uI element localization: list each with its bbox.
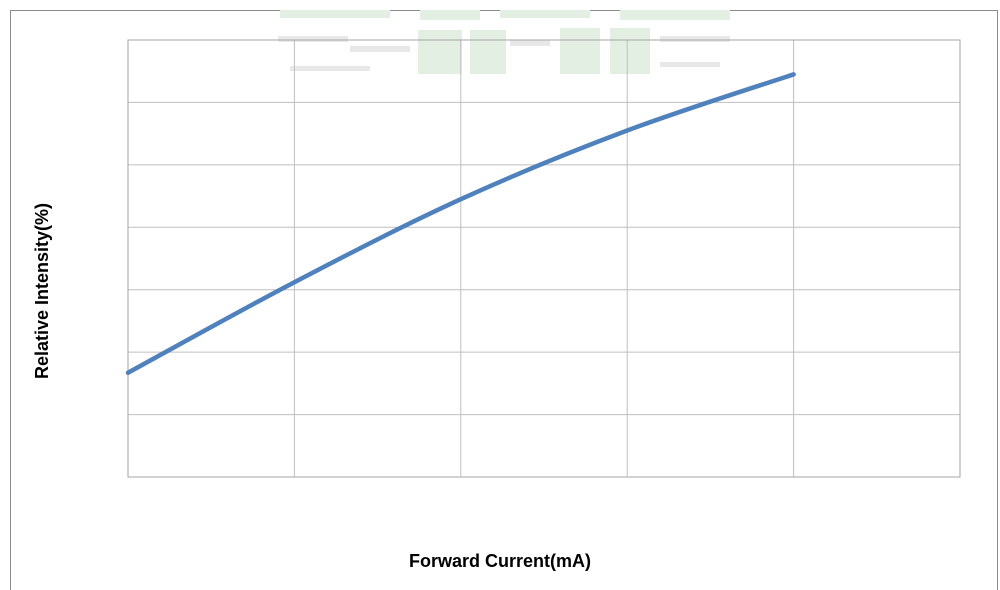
x-axis-label: Forward Current(mA) xyxy=(409,551,591,571)
watermark-logo xyxy=(278,10,730,74)
plot-area xyxy=(127,39,961,478)
grid xyxy=(128,40,960,477)
series-line-1 xyxy=(125,72,796,375)
series-layer xyxy=(125,72,796,375)
y-axis-label: Relative Intensity(%) xyxy=(32,203,52,379)
